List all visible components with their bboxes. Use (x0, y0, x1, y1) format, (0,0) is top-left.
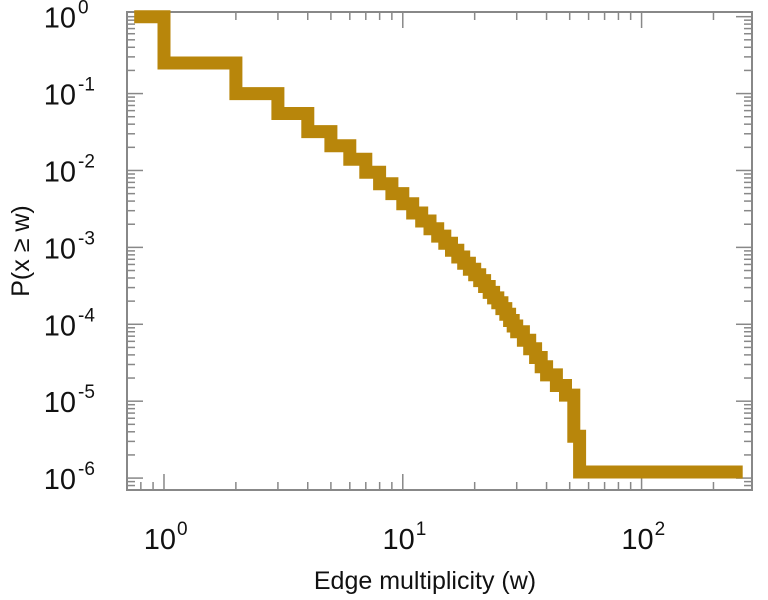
x-tick-label: 10 (144, 524, 176, 556)
y-tick-label: 10 (44, 387, 76, 419)
x-tick-label: 10 (383, 524, 415, 556)
series-layer (134, 10, 743, 479)
y-axis-label: P(x ≥ w) (7, 205, 35, 297)
data-series-line (134, 10, 743, 479)
y-tick-exponent: -5 (78, 382, 95, 403)
y-tick-label: 10 (44, 233, 76, 265)
x-tick-label: 10 (621, 524, 653, 556)
x-tick-exponent: 2 (655, 519, 666, 540)
tick-labels: 10 0 10 1 10 210 010 -110 -210 -310 -410 -510 -6 (44, 0, 665, 556)
y-tick-label: 10 (44, 310, 76, 342)
y-tick-exponent: -2 (78, 151, 95, 172)
ticks (126, 12, 752, 491)
y-tick-exponent: -1 (78, 75, 95, 96)
y-tick-label: 10 (44, 80, 76, 112)
plot-frame (126, 11, 753, 491)
x-axis-label: Edge multiplicity (w) (314, 567, 536, 595)
y-tick-exponent: -3 (78, 228, 95, 249)
y-tick-exponent: -4 (78, 305, 95, 326)
y-tick-label: 10 (44, 464, 76, 496)
x-tick-exponent: 0 (177, 519, 188, 540)
x-tick-exponent: 1 (416, 519, 427, 540)
y-tick-exponent: 0 (78, 0, 89, 19)
y-tick-label: 10 (44, 3, 76, 35)
y-tick-exponent: -6 (78, 459, 95, 480)
y-tick-label: 10 (44, 156, 76, 188)
